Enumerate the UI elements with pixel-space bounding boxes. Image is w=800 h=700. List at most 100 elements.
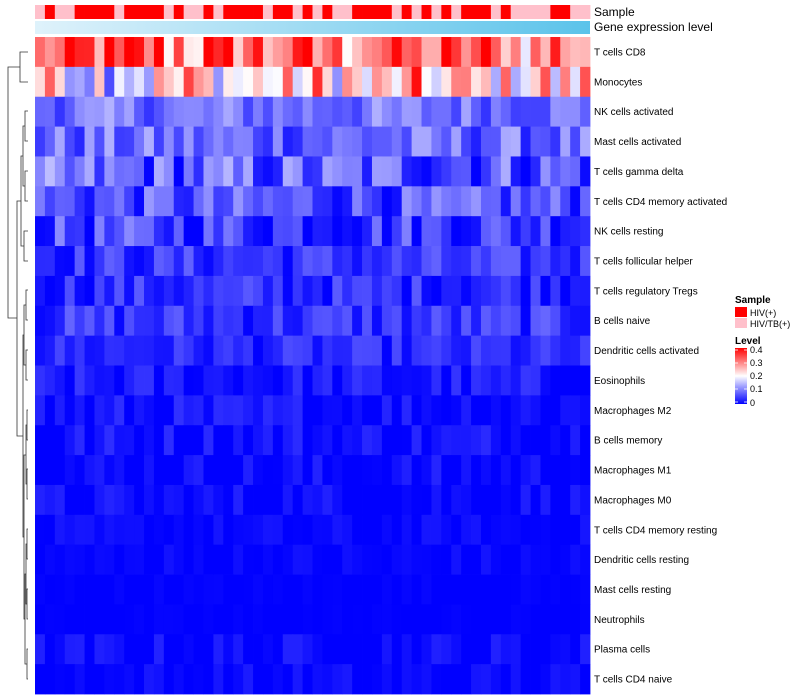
heatmap-cell [461, 96, 472, 127]
heatmap-cell [64, 425, 76, 456]
sample-annotation-cell [124, 5, 135, 19]
heatmap-cell [134, 484, 145, 516]
heatmap-cell [262, 604, 274, 635]
heatmap-cell [362, 246, 373, 277]
heatmap-cell [272, 574, 284, 605]
heatmap-cell [352, 96, 363, 127]
heatmap-cell [302, 305, 313, 337]
heatmap-cell [84, 246, 95, 277]
heatmap-cell [421, 365, 432, 396]
heatmap-cell [44, 634, 56, 665]
heatmap-cell [262, 275, 274, 307]
heatmap-cell [193, 604, 204, 635]
heatmap-cell [490, 246, 502, 277]
heatmap-cell [74, 96, 85, 127]
heatmap-cell [332, 216, 343, 247]
heatmap-cell [193, 425, 204, 456]
heatmap-cell [173, 335, 185, 366]
heatmap-cell [134, 634, 145, 665]
heatmap-cell [223, 634, 234, 665]
heatmap-cell [441, 365, 452, 396]
heatmap-cell [411, 305, 422, 337]
heatmap-cell [362, 425, 373, 456]
heatmap-cell [64, 275, 76, 307]
heatmap-cell [94, 186, 105, 217]
heatmap-cell [371, 186, 383, 217]
heatmap-cell [322, 66, 333, 98]
heatmap-cell [144, 484, 155, 516]
heatmap-cell [471, 246, 482, 277]
heatmap-cell [223, 96, 234, 127]
heatmap-cell [203, 455, 214, 486]
heatmap-cell [520, 66, 531, 98]
heatmap-cell [570, 604, 581, 635]
heatmap-cell [213, 544, 224, 575]
heatmap-cell [134, 455, 145, 486]
heatmap-cell [114, 574, 125, 605]
heatmap-cell [203, 395, 214, 426]
heatmap-cell [44, 664, 56, 695]
heatmap-cell [94, 126, 105, 157]
heatmap-cell [560, 484, 571, 516]
heatmap-cell [302, 365, 313, 396]
heatmap-cell [490, 425, 502, 456]
heatmap-cell [461, 305, 472, 337]
heatmap-cell [243, 664, 254, 695]
heatmap-cell [193, 335, 204, 366]
heatmap-cell [233, 395, 244, 426]
heatmap-cell [520, 156, 531, 187]
heatmap-cell [520, 186, 531, 217]
heatmap-cell [411, 604, 422, 635]
heatmap-cell [302, 514, 313, 546]
heatmap-cell [64, 335, 76, 366]
heatmap-cell [451, 395, 462, 426]
heatmap-cell [114, 514, 125, 546]
heatmap-cell [163, 126, 175, 157]
sample-annotation-cell [153, 5, 165, 19]
heatmap-cell [342, 574, 353, 605]
heatmap-cell [114, 455, 125, 486]
heatmap-cell [342, 126, 353, 157]
heatmap-cell [203, 544, 214, 575]
heatmap-cell [114, 126, 125, 157]
heatmap-cell [153, 305, 165, 337]
heatmap-cell [74, 395, 85, 426]
heatmap-cell [411, 96, 422, 127]
heatmap-cell [451, 425, 462, 456]
heatmap-cell [471, 634, 482, 665]
heatmap-cell [322, 216, 333, 247]
heatmap-cell [203, 186, 214, 217]
heatmap-cell [441, 484, 452, 516]
heatmap-cell [540, 664, 551, 695]
legend-level-title: Level [735, 336, 761, 347]
heatmap-cell [451, 514, 462, 546]
heatmap-cell [292, 514, 303, 546]
heatmap-cell [302, 186, 313, 217]
heatmap-cell [64, 604, 76, 635]
heatmap-cell [371, 126, 383, 157]
heatmap-cell [233, 634, 244, 665]
heatmap-cell [322, 305, 333, 337]
heatmap-cell [580, 186, 591, 217]
heatmap-cell [292, 246, 303, 277]
heatmap-cell [134, 335, 145, 366]
heatmap-cell [74, 126, 85, 157]
heatmap-cell [362, 634, 373, 665]
heatmap-cell [193, 126, 204, 157]
heatmap-cell [163, 275, 175, 307]
heatmap-cell [471, 574, 482, 605]
sample-annotation-cell [391, 5, 403, 19]
heatmap-cell [272, 156, 284, 187]
heatmap-cell [213, 186, 224, 217]
heatmap-cell [282, 455, 294, 486]
heatmap-cell [560, 514, 571, 546]
heatmap-cell [570, 514, 581, 546]
heatmap-cell [94, 574, 105, 605]
heatmap-cell [262, 484, 274, 516]
heatmap-cell [262, 514, 274, 546]
heatmap-cell [173, 126, 185, 157]
heatmap-cell [292, 96, 303, 127]
heatmap-cell [441, 634, 452, 665]
heatmap-cell [461, 126, 472, 157]
heatmap-cell [421, 574, 432, 605]
